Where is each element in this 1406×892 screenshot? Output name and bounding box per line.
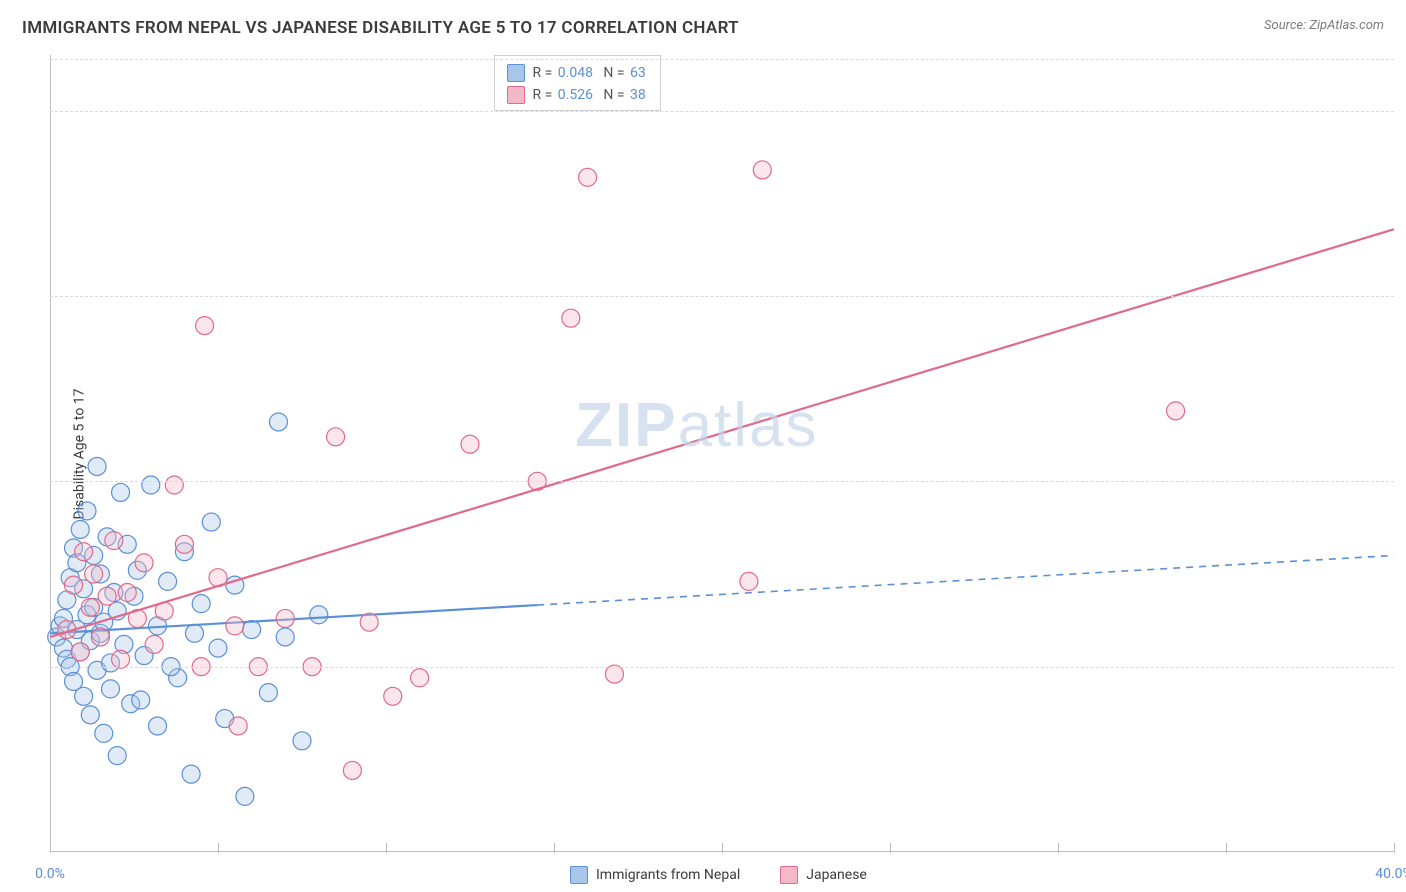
data-point-nepal — [259, 684, 277, 702]
legend-swatch-japanese — [507, 86, 525, 104]
x-tick-mark — [1226, 843, 1227, 853]
x-tick-mark — [1058, 843, 1059, 853]
data-point-japanese — [196, 317, 214, 335]
data-point-nepal — [269, 413, 287, 431]
data-point-japanese — [1167, 402, 1185, 420]
legend-row-japanese: R = 0.526 N = 38 — [507, 84, 646, 106]
data-point-nepal — [108, 747, 126, 765]
data-point-japanese — [112, 650, 130, 668]
plot-area: Disability Age 5 to 17 ZIPatlas R = 0.04… — [50, 55, 1394, 852]
gridline — [50, 111, 1394, 112]
x-tick-mark — [554, 843, 555, 853]
data-point-nepal — [75, 687, 93, 705]
data-point-nepal — [81, 706, 99, 724]
legend-row-nepal: R = 0.048 N = 63 — [507, 62, 646, 84]
data-point-nepal — [88, 457, 106, 475]
data-point-japanese — [605, 665, 623, 683]
data-point-japanese — [411, 669, 429, 687]
chart-svg — [50, 55, 1394, 852]
data-point-japanese — [562, 309, 580, 327]
series-legend: Immigrants from Nepal Japanese — [570, 866, 867, 884]
gridline — [50, 296, 1394, 297]
data-point-nepal — [243, 621, 261, 639]
data-point-japanese — [91, 628, 109, 646]
data-point-nepal — [236, 787, 254, 805]
correlation-legend: R = 0.048 N = 63R = 0.526 N = 38 — [494, 55, 661, 111]
data-point-japanese — [145, 635, 163, 653]
data-point-japanese — [229, 717, 247, 735]
data-point-japanese — [579, 168, 597, 186]
legend-swatch-nepal — [570, 866, 588, 884]
data-point-nepal — [95, 724, 113, 742]
trend-line-japanese — [50, 229, 1394, 637]
data-point-japanese — [327, 428, 345, 446]
legend-swatch-japanese — [780, 866, 798, 884]
data-point-japanese — [85, 565, 103, 583]
data-point-japanese — [105, 532, 123, 550]
data-point-nepal — [192, 595, 210, 613]
data-point-nepal — [182, 765, 200, 783]
data-point-japanese — [384, 687, 402, 705]
chart-title: IMMIGRANTS FROM NEPAL VS JAPANESE DISABI… — [22, 18, 739, 38]
x-tick-mark — [890, 843, 891, 853]
data-point-japanese — [343, 761, 361, 779]
chart-header: IMMIGRANTS FROM NEPAL VS JAPANESE DISABI… — [0, 0, 1406, 46]
legend-swatch-nepal — [507, 64, 525, 82]
x-tick-mark — [50, 843, 51, 853]
data-point-japanese — [276, 609, 294, 627]
data-point-japanese — [98, 587, 116, 605]
data-point-japanese — [753, 161, 771, 179]
series-legend-item-japanese: Japanese — [780, 866, 867, 884]
data-point-japanese — [65, 576, 83, 594]
data-point-japanese — [165, 476, 183, 494]
series-legend-item-nepal: Immigrants from Nepal — [570, 866, 740, 884]
data-point-japanese — [226, 617, 244, 635]
data-point-nepal — [78, 502, 96, 520]
x-tick-mark — [386, 843, 387, 853]
data-point-nepal — [71, 520, 89, 538]
trend-line-nepal-dashed — [537, 555, 1394, 605]
gridline — [50, 59, 1394, 60]
data-point-nepal — [185, 624, 203, 642]
data-point-japanese — [175, 535, 193, 553]
data-point-nepal — [112, 483, 130, 501]
data-point-japanese — [740, 572, 758, 590]
x-tick-mark — [722, 843, 723, 853]
data-point-japanese — [461, 435, 479, 453]
data-point-japanese — [71, 643, 89, 661]
data-point-nepal — [149, 717, 167, 735]
x-tick-label: 0.0% — [35, 866, 65, 882]
data-point-nepal — [159, 572, 177, 590]
x-tick-mark — [218, 843, 219, 853]
data-point-japanese — [75, 543, 93, 561]
data-point-nepal — [101, 680, 119, 698]
x-tick-mark — [1394, 843, 1395, 853]
data-point-nepal — [310, 606, 328, 624]
data-point-japanese — [360, 613, 378, 631]
data-point-nepal — [276, 628, 294, 646]
data-point-nepal — [202, 513, 220, 531]
data-point-japanese — [135, 554, 153, 572]
data-point-japanese — [81, 598, 99, 616]
x-tick-label: 40.0% — [1375, 866, 1406, 882]
gridline — [50, 481, 1394, 482]
gridline — [50, 667, 1394, 668]
data-point-japanese — [118, 584, 136, 602]
chart-source: Source: ZipAtlas.com — [1264, 18, 1384, 33]
data-point-nepal — [293, 732, 311, 750]
data-point-nepal — [209, 639, 227, 657]
data-point-nepal — [142, 476, 160, 494]
data-point-nepal — [132, 691, 150, 709]
